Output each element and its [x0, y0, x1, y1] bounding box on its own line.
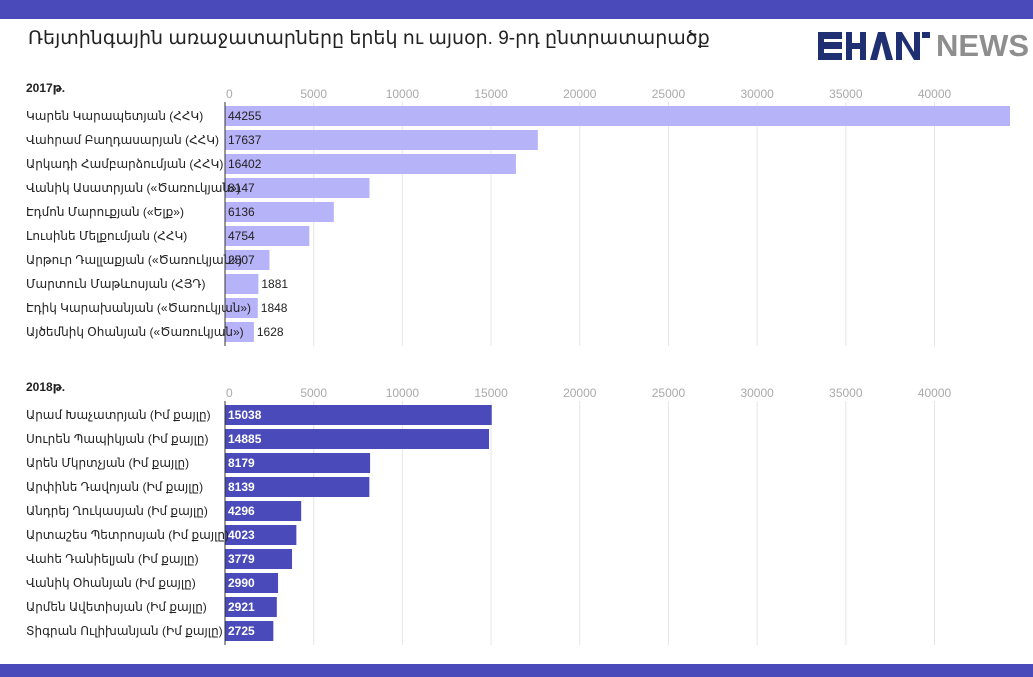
y2018-category-label: Արեն Մկրտչյան (Իմ քայլը) — [26, 456, 189, 470]
y2017-value-label: 6136 — [228, 205, 255, 219]
y2018-panel-title: 2018թ. — [26, 380, 65, 394]
y2018-bar — [225, 549, 293, 569]
y2017-bar — [225, 130, 538, 150]
y2018-tick-label: 20000 — [563, 386, 597, 400]
y2017-bar — [225, 322, 254, 342]
y2017-tick-label: 20000 — [563, 87, 597, 101]
y2018-category-label: Անդրեյ Ղուկասյան (Իմ քայլը) — [26, 504, 208, 518]
y2018-category-label: Վանիկ Օհանյան (Իմ քայլը) — [26, 576, 196, 590]
y2018-value-label: 15038 — [228, 408, 262, 422]
y2018-category-label: Տիգրան Ուլիխանյան (Իմ քայլը) — [26, 624, 223, 638]
y2018-tick-label: 0 — [226, 386, 233, 400]
y2017-bar — [225, 154, 516, 174]
top-color-band — [0, 0, 1033, 19]
y2018-bar — [225, 597, 277, 617]
y2017-bar — [225, 298, 258, 318]
y2017-value-label: 1881 — [261, 277, 288, 291]
y2018-value-label: 4296 — [228, 504, 255, 518]
y2018-tick-label: 5000 — [300, 386, 327, 400]
y2017-category-label: Արկադի Համբարձումյան (ՀՀԿ) — [26, 157, 223, 171]
y2018-tick-label: 25000 — [652, 386, 686, 400]
y2018-category-label: Արփինե Դավոյան (Իմ քայլը) — [26, 480, 203, 494]
y2018-bar — [225, 525, 297, 545]
y2017-bar — [225, 226, 310, 246]
y2017-value-label: 1848 — [261, 301, 288, 315]
shant-logo-icon — [818, 32, 930, 60]
y2017-tick-label: 30000 — [740, 87, 774, 101]
y2018-bar — [225, 405, 492, 425]
y2017-value-label: 4754 — [228, 229, 255, 243]
y2018-bar — [225, 573, 279, 593]
y2017-category-label: Էդմոն Մարուքյան («Ելք») — [26, 205, 184, 219]
y2017-bar — [225, 202, 334, 222]
y2017-value-label: 17637 — [228, 133, 262, 147]
y2018-value-label: 4023 — [228, 528, 255, 542]
y2017-bar — [225, 274, 259, 294]
y2017-category-label: Վանիկ Ասատրյան («Ծառուկյան») — [26, 181, 241, 195]
y2017-value-label: 1628 — [257, 325, 284, 339]
y2017-category-label: Կարեն Կարապետյան (ՀՀԿ) — [26, 109, 203, 123]
y2018-value-label: 2990 — [228, 576, 255, 590]
y2018-category-label: Սուրեն Պապիկյան (Իմ քայլը) — [26, 432, 209, 446]
y2018-category-label: Վահե Դանիելյան (Իմ քայլը) — [26, 552, 199, 566]
y2018-bar — [225, 453, 371, 473]
bottom-color-band — [0, 664, 1033, 677]
y2017-category-label: Արթուր Դալլաքյան («Ծառուկյան») — [26, 253, 242, 267]
y2018-tick-label: 30000 — [740, 386, 774, 400]
y2018-tick-label: 10000 — [386, 386, 420, 400]
y2018-bar — [225, 429, 490, 449]
y2018-bar — [225, 477, 370, 497]
y2017-panel-title: 2017թ. — [26, 81, 65, 95]
y2017-category-label: Լուսինե Մելքումյան (ՀՀԿ) — [26, 229, 187, 243]
y2018-value-label: 2725 — [228, 624, 255, 638]
y2017-bar — [225, 106, 1010, 126]
y2018-category-label: Արամ Խաչատրյան (Իմ քայլը) — [26, 408, 211, 422]
y2017-tick-label: 0 — [226, 87, 233, 101]
y2017-value-label: 44255 — [228, 109, 262, 123]
y2017-category-label: Այծեմնիկ Օհանյան («Ծառուկյան») — [26, 325, 244, 339]
y2018-category-label: Արտաշես Պետրոսյան (Իմ քայլը) — [26, 528, 229, 542]
shantnews-logo: NEWS — [818, 29, 1029, 63]
y2018-tick-label: 35000 — [829, 386, 863, 400]
y2018-bar — [225, 501, 302, 521]
y2017-category-label: Մարտուն Մաթևոսյան (ՀՅԴ) — [26, 277, 205, 291]
y2017-value-label: 8147 — [228, 181, 255, 195]
y2018-value-label: 8179 — [228, 456, 255, 470]
y2017-tick-label: 15000 — [474, 87, 508, 101]
y2018-bar — [225, 621, 274, 641]
logo-news-text: NEWS — [936, 28, 1029, 63]
y2017-bar — [225, 178, 370, 198]
y2018-category-label: Արմեն Ավետիսյան (Իմ քայլը) — [26, 600, 207, 614]
chart-title: Ռեյտինգային առաջատարները երեկ ու այսօր. … — [28, 28, 710, 49]
y2018-tick-label: 15000 — [474, 386, 508, 400]
y2018-tick-label: 40000 — [918, 386, 952, 400]
y2017-value-label: 16402 — [228, 157, 262, 171]
y2017-tick-label: 35000 — [829, 87, 863, 101]
y2018-value-label: 2921 — [228, 600, 255, 614]
y2018-value-label: 8139 — [228, 480, 255, 494]
y2018-value-label: 3779 — [228, 552, 255, 566]
y2017-tick-label: 25000 — [652, 87, 686, 101]
y2017-category-label: Վահրամ Բաղդասարյան (ՀՀԿ) — [26, 133, 219, 147]
y2017-bar — [225, 250, 270, 270]
y2017-tick-label: 40000 — [918, 87, 952, 101]
y2017-tick-label: 10000 — [386, 87, 420, 101]
y2017-value-label: 2507 — [228, 253, 255, 267]
y2018-value-label: 14885 — [228, 432, 262, 446]
y2017-category-label: Էդիկ Կարախանյան («Ծառուկյան») — [26, 301, 251, 315]
y2017-tick-label: 5000 — [300, 87, 327, 101]
